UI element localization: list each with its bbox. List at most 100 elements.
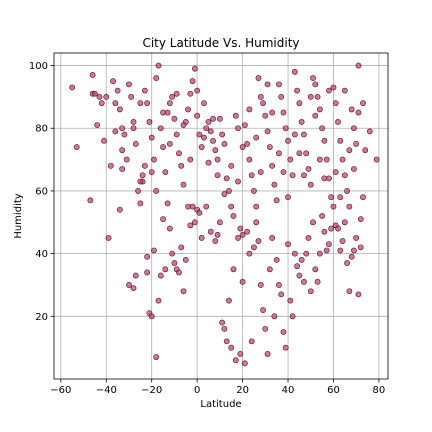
data-point [189,78,196,85]
data-point [103,93,110,100]
data-point [266,266,273,273]
data-point [276,150,282,157]
data-point [285,137,291,144]
data-point [357,244,364,251]
data-point [189,203,196,210]
data-point [321,137,328,144]
data-point [201,100,207,107]
data-point [203,203,210,210]
data-point [285,241,291,248]
data-point [228,203,235,210]
data-point [332,100,339,107]
x-tick-label: −60 [50,385,71,396]
data-point [191,65,198,72]
data-point [271,313,278,320]
data-point [326,87,332,94]
data-point [241,122,248,128]
data-point [162,169,169,176]
data-point [101,137,107,144]
data-point [276,282,282,288]
data-point [344,260,351,266]
data-point [235,235,241,241]
data-point [341,172,348,179]
y-tick-label: 100 [29,61,48,72]
data-point [360,194,366,201]
data-point [214,156,221,163]
data-point [316,106,323,113]
data-point [341,87,348,94]
data-point [298,256,305,263]
data-point [219,131,226,138]
data-point [153,354,160,360]
data-point [141,87,148,94]
data-point [205,119,212,125]
data-point [121,131,128,138]
data-point [294,87,301,94]
data-point [351,247,357,254]
data-point [226,297,232,304]
data-point [166,141,173,147]
data-point [253,134,260,141]
data-point [146,119,153,125]
data-point [337,247,344,254]
data-point [301,278,307,285]
data-point [166,225,173,232]
data-point [176,269,182,276]
data-point [262,112,269,119]
data-point [335,119,341,125]
grid-lines [54,53,388,379]
data-point [362,147,369,154]
x-axis-label: Latitude [200,399,241,410]
data-point [303,150,310,157]
data-point [141,162,148,169]
data-point [310,75,316,81]
data-point [107,162,114,169]
data-point [237,225,244,232]
data-point [289,172,296,179]
data-point [128,93,135,100]
data-point [339,238,346,244]
data-point [269,109,276,116]
data-point [232,112,239,119]
data-point [346,203,353,210]
data-point [296,272,303,279]
data-point [312,81,319,88]
data-point [255,75,262,81]
data-point [171,115,178,122]
data-point [316,156,323,163]
data-point [153,75,160,81]
data-point [278,93,285,100]
data-point [137,200,144,207]
data-point [251,244,257,251]
data-point [230,213,237,219]
data-point [207,228,214,235]
data-point [328,225,335,232]
data-point [207,128,214,135]
data-point [353,235,360,241]
x-tick-label: 80 [373,385,386,396]
data-point [285,194,291,201]
data-point [264,351,271,357]
data-point [214,172,221,179]
x-tick-label: 40 [282,385,295,396]
data-point [91,90,98,97]
x-tick-label: 20 [236,385,249,396]
data-point [280,329,287,335]
data-point [119,147,126,154]
data-point [171,260,178,266]
data-point [112,100,119,107]
data-point [223,175,230,182]
data-point [323,247,330,254]
data-point [269,235,276,241]
data-point [119,166,126,172]
data-point [139,172,146,179]
data-point [178,244,185,251]
data-point [357,216,364,223]
data-point [137,178,144,185]
data-point [221,325,228,332]
data-point [112,128,119,135]
data-point [282,125,289,132]
data-point [198,144,205,150]
data-point [296,150,303,157]
x-tick-label: −20 [141,385,162,396]
